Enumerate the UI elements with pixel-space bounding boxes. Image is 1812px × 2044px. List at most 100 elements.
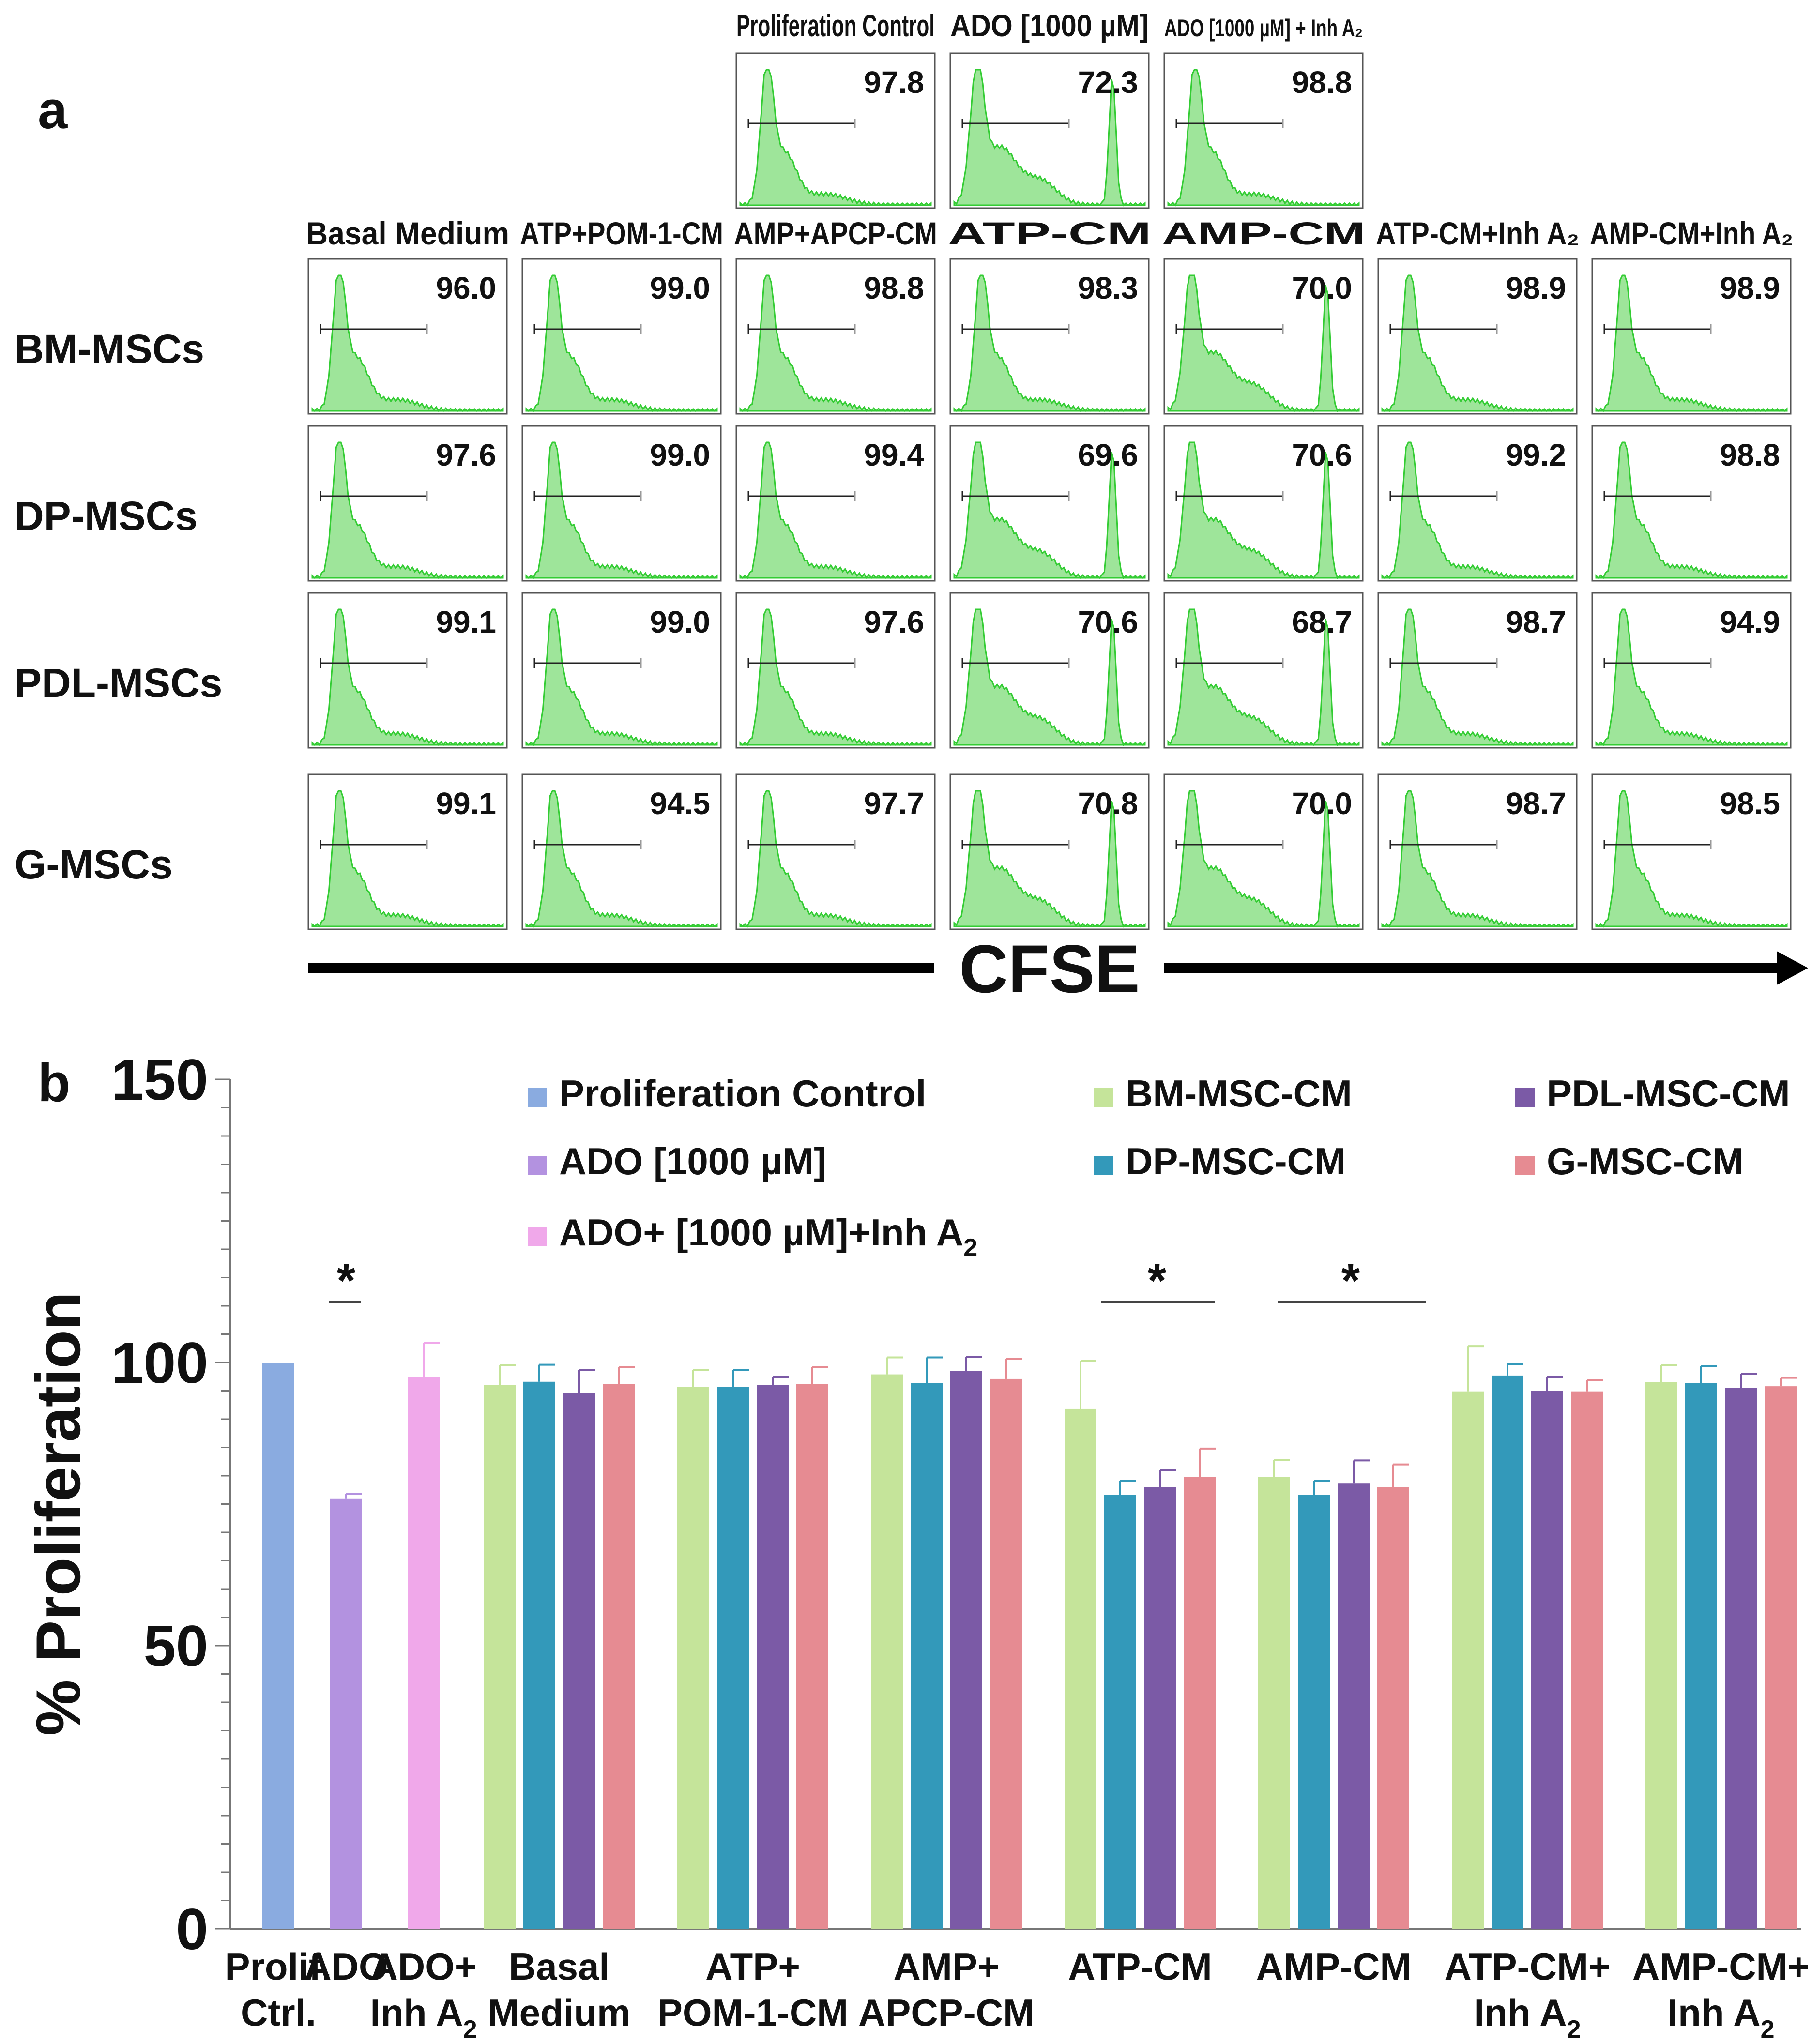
gate-percentage: 98.8 — [1292, 65, 1352, 100]
legend-swatch — [1515, 1088, 1535, 1107]
histogram: 98.9 — [1377, 258, 1578, 415]
histogram-curve — [739, 274, 932, 412]
histogram: 99.0 — [521, 258, 722, 415]
gate-percentage: 70.0 — [1292, 271, 1352, 305]
x-category-label: Basal — [509, 1945, 609, 1988]
legend-swatch — [1094, 1156, 1113, 1175]
legend-label: Proliferation Control — [559, 1072, 926, 1115]
gate-percentage: 94.5 — [650, 786, 710, 821]
histogram-curve — [739, 441, 932, 579]
gate-percentage: 70.6 — [1078, 605, 1138, 639]
gate-percentage: 98.9 — [1720, 271, 1780, 305]
x-category-label: POM-1-CM — [657, 1991, 848, 2034]
x-category-label: ADO+ — [371, 1945, 477, 1988]
gate-percentage: 98.9 — [1506, 271, 1566, 305]
column-title: AMP-CM+Inh A₂ — [1590, 215, 1793, 251]
significance-star: * — [1341, 1254, 1360, 1308]
bar-bm-msc-cm — [1065, 1408, 1096, 1929]
histogram: 97.6 — [735, 592, 936, 749]
gate-percentage: 99.0 — [650, 271, 710, 305]
bar-pdl-msc-cm — [1531, 1391, 1563, 1929]
bar-dp-msc-cm — [523, 1381, 555, 1929]
gate-percentage: 98.8 — [864, 271, 924, 305]
bar-bm-msc-cm — [1452, 1391, 1484, 1929]
gate-percentage: 96.0 — [436, 271, 496, 305]
bar-g-msc-cm — [603, 1384, 635, 1929]
column-title: AMP-CM — [1162, 215, 1365, 251]
histogram-curve — [1595, 608, 1788, 746]
row-label: DP-MSCs — [15, 493, 198, 539]
bar-g-msc-cm — [990, 1378, 1022, 1929]
panel-a-letter: a — [38, 80, 68, 140]
bar-dp-msc-cm — [1492, 1375, 1523, 1929]
gate-percentage: 68.7 — [1292, 605, 1352, 639]
histogram-curve — [1595, 790, 1788, 928]
bar-pdl-msc-cm — [1338, 1483, 1370, 1929]
y-axis-label: % Proliferation — [23, 1292, 93, 1736]
histogram: 70.0 — [1163, 258, 1364, 415]
gate-percentage: 99.2 — [1506, 438, 1566, 472]
y-tick-label: 100 — [111, 1331, 208, 1395]
column-title: ATP-CM+Inh A₂ — [1376, 215, 1579, 251]
histogram-curve — [1167, 69, 1360, 207]
histogram-curve — [953, 274, 1146, 412]
histogram: 69.6 — [949, 425, 1150, 582]
histogram: 98.8 — [1591, 425, 1792, 582]
histogram-curve — [311, 441, 504, 579]
x-category-label: Prolif. — [225, 1945, 332, 1988]
bar-pdl-msc-cm — [1725, 1388, 1757, 1929]
column-title: Basal Medium — [306, 215, 509, 251]
histogram-curve — [1595, 274, 1788, 412]
bar-dp-msc-cm — [1104, 1495, 1136, 1929]
histogram: 97.6 — [307, 425, 508, 582]
bar-g-msc-cm — [1377, 1487, 1409, 1929]
histogram-curve — [953, 608, 1146, 746]
legend-swatch — [528, 1088, 547, 1107]
histogram: 96.0 — [307, 258, 508, 415]
histogram-curve — [525, 441, 718, 579]
gate-percentage: 98.5 — [1720, 786, 1780, 821]
y-tick-label: 50 — [144, 1614, 208, 1679]
histogram-curve — [311, 790, 504, 928]
bar-g-msc-cm — [796, 1384, 828, 1929]
top-histogram: 97.8 — [735, 52, 936, 209]
gate-percentage: 69.6 — [1078, 438, 1138, 472]
histogram-curve — [953, 441, 1146, 579]
gate-percentage: 99.0 — [650, 438, 710, 472]
significance-star: * — [337, 1254, 356, 1308]
gate-percentage: 98.7 — [1506, 605, 1566, 639]
histogram-curve — [525, 608, 718, 746]
gate-percentage: 72.3 — [1078, 65, 1138, 100]
bar-pdl-msc-cm — [950, 1371, 982, 1929]
gate-percentage: 98.7 — [1506, 786, 1566, 821]
legend-label: ADO+ [1000 µM]+Inh A2 — [559, 1211, 977, 1262]
x-category-label: Inh A2 — [1474, 1991, 1581, 2044]
bar-g-msc-cm — [1571, 1391, 1603, 1929]
histogram: 70.8 — [949, 773, 1150, 930]
histogram: 70.6 — [949, 592, 1150, 749]
gate-percentage: 97.6 — [436, 438, 496, 472]
bar-pdl-msc-cm — [1144, 1487, 1176, 1929]
histogram: 98.8 — [735, 258, 936, 415]
gate-percentage: 97.7 — [864, 786, 924, 821]
significance-star: * — [1148, 1254, 1167, 1308]
bar-bm-msc-cm — [871, 1374, 903, 1929]
histogram: 99.0 — [521, 592, 722, 749]
bar-pdl-msc-cm — [563, 1393, 595, 1929]
control-bar — [262, 1363, 294, 1929]
bar-bm-msc-cm — [1258, 1477, 1290, 1929]
gate-percentage: 70.6 — [1292, 438, 1352, 472]
x-category-label: Inh A2 — [370, 1991, 477, 2044]
column-title: AMP+APCP-CM — [734, 215, 937, 251]
control-bar — [408, 1377, 440, 1929]
gate-percentage: 97.8 — [864, 65, 924, 100]
bar-bm-msc-cm — [677, 1387, 709, 1929]
x-category-label: ADO — [304, 1945, 388, 1988]
histogram: 98.3 — [949, 258, 1150, 415]
row-label: BM-MSCs — [15, 326, 204, 372]
histogram: 98.7 — [1377, 592, 1578, 749]
histogram: 97.7 — [735, 773, 936, 930]
legend-label: BM-MSC-CM — [1126, 1072, 1352, 1115]
histogram: 99.2 — [1377, 425, 1578, 582]
gate-percentage: 98.3 — [1078, 271, 1138, 305]
